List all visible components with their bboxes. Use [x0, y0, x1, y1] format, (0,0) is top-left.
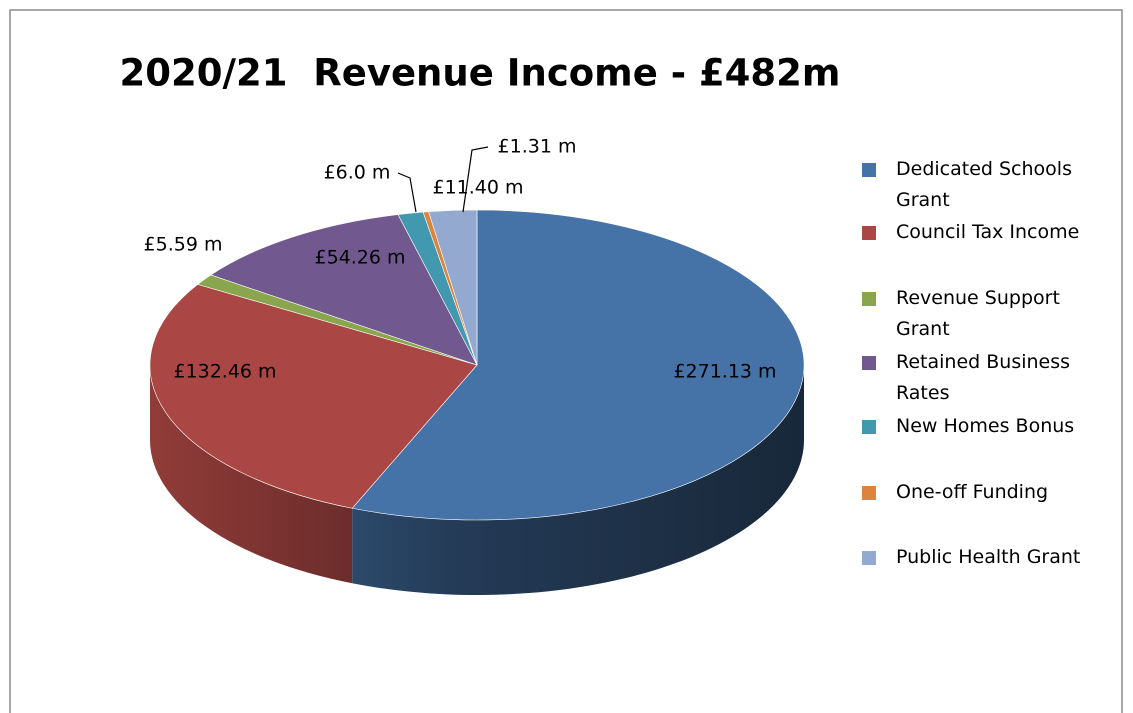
- legend-swatch: [862, 486, 876, 500]
- pie-slice: [210, 214, 478, 366]
- legend-swatch: [862, 292, 876, 306]
- data-label: £5.59 m: [144, 234, 223, 256]
- chart-title: 2020/21 Revenue Income - £482m: [120, 52, 841, 95]
- legend-item: Retained Business Rates: [862, 347, 1102, 409]
- legend-item: Council Tax Income: [862, 217, 1102, 248]
- data-label: £1.31 m: [498, 136, 577, 158]
- data-label: £132.46 m: [173, 361, 276, 383]
- pie-slice: [149, 284, 478, 509]
- legend-item: Public Health Grant: [862, 542, 1102, 573]
- legend-swatch: [862, 551, 876, 565]
- legend-item: Dedicated Schools Grant: [862, 154, 1102, 216]
- pie-slice-side: [352, 365, 804, 595]
- legend-label: Council Tax Income: [896, 221, 1080, 243]
- pie-slice: [351, 209, 805, 521]
- legend-label: New Homes Bonus: [896, 415, 1075, 437]
- legend-label: Revenue Support Grant: [896, 287, 1060, 340]
- legend-item: Revenue Support Grant: [862, 283, 1102, 345]
- legend-item: One-off Funding: [862, 477, 1102, 508]
- legend-swatch: [862, 356, 876, 370]
- legend-label: One-off Funding: [896, 481, 1049, 503]
- pie-slice-side: [150, 365, 353, 584]
- data-label: £271.13 m: [673, 361, 776, 383]
- leader-line: [462, 146, 489, 213]
- legend-swatch: [862, 226, 876, 240]
- data-label: £54.26 m: [314, 247, 405, 269]
- pie-slice: [428, 209, 478, 366]
- legend-item: New Homes Bonus: [862, 411, 1102, 442]
- legend-swatch: [862, 163, 876, 177]
- data-label: £11.40 m: [432, 177, 523, 199]
- legend-swatch: [862, 420, 876, 434]
- legend-label: Retained Business Rates: [896, 351, 1071, 404]
- data-label: £6.0 m: [324, 162, 391, 184]
- legend-label: Dedicated Schools Grant: [896, 158, 1072, 211]
- leader-line: [397, 172, 417, 213]
- legend-label: Public Health Grant: [896, 546, 1081, 568]
